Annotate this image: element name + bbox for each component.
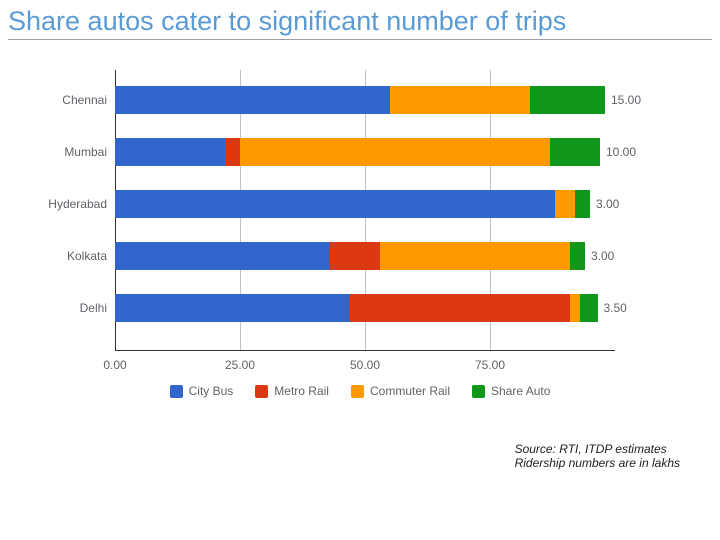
bar-segment-commuter_rail <box>570 294 580 322</box>
bar-segment-commuter_rail <box>240 138 550 166</box>
x-tick-label: 0.00 <box>103 358 126 372</box>
legend-swatch <box>255 385 268 398</box>
title-underline <box>8 39 712 40</box>
bar-segment-share_auto <box>530 86 605 114</box>
source-line-2: Ridership numbers are in lakhs <box>515 456 680 470</box>
bar-segment-metro_rail <box>350 294 570 322</box>
bar-segment-commuter_rail <box>555 190 575 218</box>
legend-swatch <box>351 385 364 398</box>
legend-item: Share Auto <box>472 384 550 398</box>
bar-segment-commuter_rail <box>380 242 570 270</box>
category-label: Mumbai <box>40 145 107 159</box>
value-label: 15.00 <box>611 93 641 107</box>
bar-segment-share_auto <box>570 242 585 270</box>
bar-segment-city_bus <box>115 294 350 322</box>
legend: City Bus Metro Rail Commuter Rail Share Aut… <box>40 384 680 398</box>
plot-area <box>115 70 615 350</box>
x-tick-label: 75.00 <box>475 358 505 372</box>
chart: 0.00 25.00 50.00 75.00 Chennai Mumbai Hyderab… <box>40 70 680 400</box>
legend-label: Commuter Rail <box>370 384 450 398</box>
bar-row <box>115 190 615 218</box>
category-label: Hyderabad <box>40 197 107 211</box>
bar-segment-city_bus <box>115 190 555 218</box>
source-note: Source: RTI, ITDP estimates Ridership nu… <box>515 442 680 470</box>
bar-segment-city_bus <box>115 86 390 114</box>
bar-segment-city_bus <box>115 242 330 270</box>
source-line-1: Source: RTI, ITDP estimates <box>515 442 680 456</box>
value-label: 3.00 <box>591 249 614 263</box>
bar-row <box>115 138 615 166</box>
legend-item: City Bus <box>170 384 234 398</box>
category-label: Delhi <box>40 301 107 315</box>
value-label: 3.50 <box>604 301 627 315</box>
bar-segment-share_auto <box>580 294 598 322</box>
value-label: 10.00 <box>606 145 636 159</box>
legend-label: Share Auto <box>491 384 550 398</box>
bar-segment-share_auto <box>575 190 590 218</box>
bar-row <box>115 294 615 322</box>
legend-item: Metro Rail <box>255 384 329 398</box>
legend-item: Commuter Rail <box>351 384 450 398</box>
bar-segment-metro_rail <box>225 138 240 166</box>
legend-label: City Bus <box>189 384 234 398</box>
x-tick-label: 50.00 <box>350 358 380 372</box>
x-tick-label: 25.00 <box>225 358 255 372</box>
legend-swatch <box>170 385 183 398</box>
slide-root: Share autos cater to significant number … <box>0 0 720 540</box>
bar-segment-share_auto <box>550 138 600 166</box>
category-label: Kolkata <box>40 249 107 263</box>
slide-title: Share autos cater to significant number … <box>8 6 566 36</box>
bar-segment-commuter_rail <box>390 86 530 114</box>
bar-segment-city_bus <box>115 138 225 166</box>
legend-swatch <box>472 385 485 398</box>
bar-row <box>115 86 615 114</box>
x-axis <box>115 350 615 351</box>
category-label: Chennai <box>40 93 107 107</box>
bar-segment-metro_rail <box>330 242 380 270</box>
value-label: 3.00 <box>596 197 619 211</box>
bar-row <box>115 242 615 270</box>
legend-label: Metro Rail <box>274 384 329 398</box>
slide-title-container: Share autos cater to significant number … <box>8 6 712 40</box>
